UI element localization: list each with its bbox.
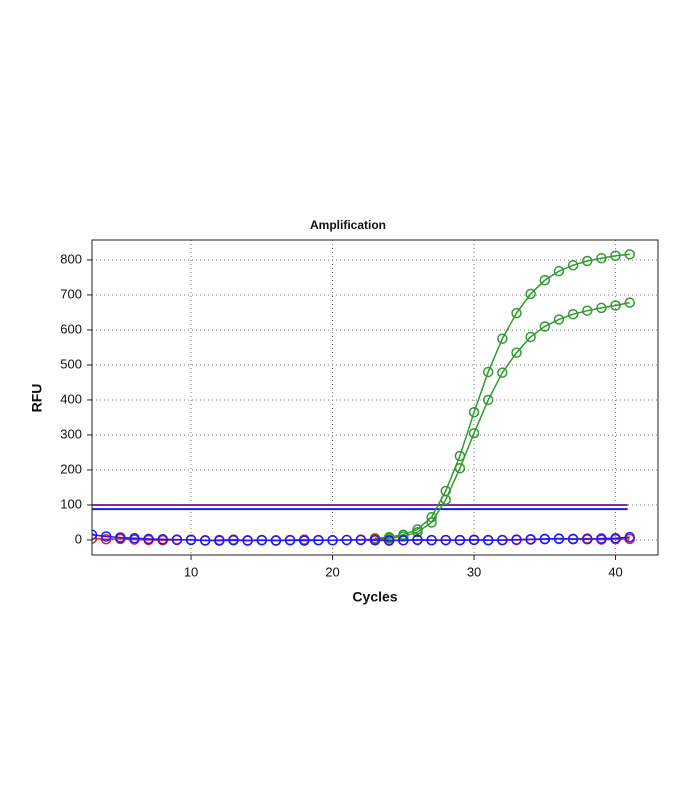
data-point	[468, 427, 480, 439]
data-point	[157, 534, 168, 545]
data-point	[454, 462, 466, 474]
y-tick-label: 500	[60, 356, 82, 371]
data-point	[596, 252, 607, 264]
y-tick-label: 100	[60, 496, 82, 511]
series-line	[374, 301, 630, 540]
plot-area	[92, 249, 635, 546]
data-point	[115, 532, 126, 543]
x-tick-label: 10	[184, 564, 198, 579]
data-point	[92, 529, 98, 540]
data-point	[511, 307, 522, 319]
data-point	[582, 255, 593, 267]
data-point	[214, 535, 225, 546]
data-point	[596, 533, 607, 544]
data-point	[327, 535, 338, 546]
data-point	[539, 321, 551, 332]
data-point	[624, 531, 635, 543]
data-point	[610, 250, 621, 261]
data-point	[567, 259, 579, 271]
data-point	[482, 535, 494, 546]
data-point	[525, 331, 536, 343]
data-point	[539, 275, 551, 286]
data-point	[313, 535, 324, 546]
data-point	[553, 533, 565, 544]
data-point	[299, 535, 310, 546]
data-point	[284, 535, 296, 546]
data-point	[171, 534, 183, 545]
data-point	[468, 406, 480, 418]
data-point	[525, 534, 536, 545]
data-point	[341, 534, 352, 546]
series-line	[374, 253, 630, 539]
data-point	[129, 532, 140, 544]
data-point	[539, 533, 551, 545]
x-axis-label: Cycles	[352, 589, 397, 605]
data-point	[100, 531, 112, 542]
x-tick-label: 20	[325, 564, 339, 579]
data-point	[383, 535, 395, 546]
data-point	[596, 302, 607, 314]
data-point	[369, 535, 381, 546]
y-tick-label: 200	[60, 461, 82, 476]
data-point	[624, 297, 635, 308]
plot-frame	[91, 239, 659, 556]
data-point	[256, 535, 268, 546]
data-point	[468, 534, 480, 546]
data-point	[454, 535, 466, 546]
data-point	[199, 535, 211, 546]
data-point	[482, 366, 494, 378]
y-tick-label: 0	[75, 531, 82, 546]
data-point	[610, 532, 621, 544]
data-point	[567, 533, 579, 545]
data-point	[100, 534, 112, 545]
data-point	[412, 527, 423, 538]
data-point	[355, 534, 367, 546]
y-tick-label: 700	[60, 286, 82, 301]
data-point	[511, 534, 522, 545]
y-tick-label: 600	[60, 321, 82, 336]
data-point	[553, 265, 565, 277]
data-point	[582, 305, 593, 316]
data-point	[440, 534, 451, 546]
x-tick-label: 30	[467, 564, 481, 579]
data-point	[624, 249, 635, 260]
x-tick-label: 40	[608, 564, 622, 579]
data-point	[440, 494, 451, 505]
data-point	[497, 367, 508, 378]
data-point	[610, 300, 621, 311]
data-point	[582, 534, 593, 545]
data-point	[497, 333, 508, 344]
data-point	[242, 535, 253, 546]
data-point	[228, 535, 239, 546]
data-point	[143, 533, 154, 545]
y-tick-label: 300	[60, 426, 82, 441]
data-point	[426, 517, 437, 528]
data-point	[185, 534, 197, 546]
data-point	[270, 535, 282, 546]
chart-title: Amplification	[310, 218, 386, 232]
data-point	[412, 534, 423, 546]
data-point	[482, 394, 494, 406]
data-point	[567, 308, 579, 320]
data-point	[511, 347, 522, 358]
data-point	[426, 535, 437, 546]
data-point	[525, 288, 536, 300]
data-point	[398, 535, 409, 546]
data-point	[553, 314, 565, 325]
y-tick-label: 400	[60, 391, 82, 406]
data-point	[92, 533, 98, 544]
y-axis-label: RFU	[29, 384, 45, 413]
data-point	[497, 534, 508, 546]
y-tick-label: 800	[60, 251, 82, 266]
